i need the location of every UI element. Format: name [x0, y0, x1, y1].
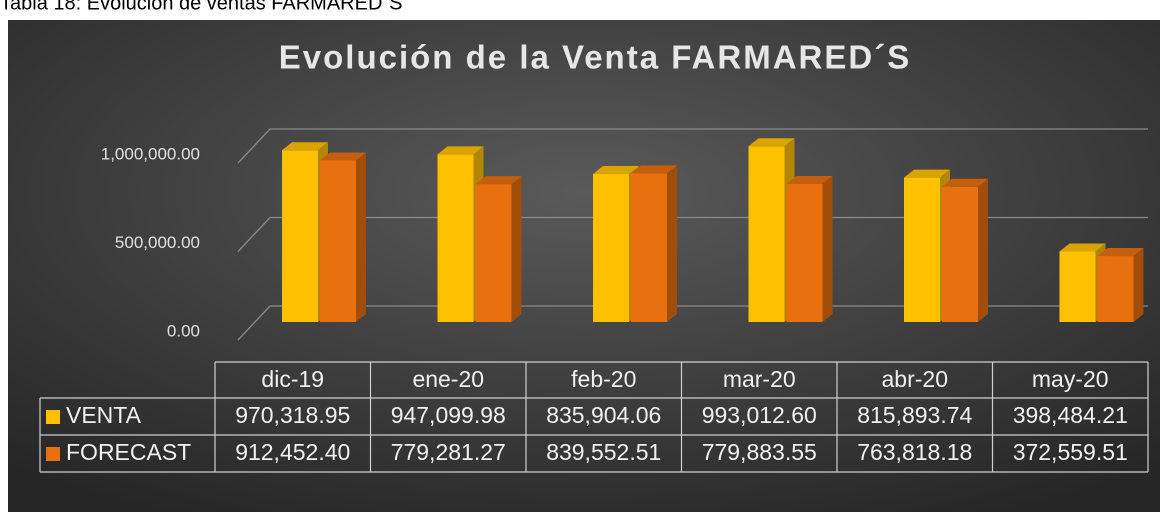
bar: [748, 146, 785, 322]
y-tick-label: 0.00: [167, 321, 200, 340]
bar: [904, 177, 940, 322]
bar-side: [978, 178, 988, 322]
x-tick-label: feb-20: [571, 366, 636, 392]
bar-top: [475, 176, 522, 185]
bar-top: [320, 152, 366, 161]
data-label: 912,452.40: [235, 439, 350, 465]
bar-top: [942, 178, 988, 187]
data-label: 947,099.98: [391, 402, 506, 428]
bar: [282, 150, 318, 322]
bar-top: [1097, 248, 1144, 257]
bar: [786, 183, 823, 322]
bar-top: [282, 142, 328, 151]
bar-top: [593, 166, 639, 175]
data-label: 839,552.51: [546, 439, 661, 465]
bar-side: [356, 152, 366, 322]
data-label: 779,281.27: [391, 439, 506, 465]
grid-line: [237, 216, 1148, 252]
bar-top: [748, 138, 795, 147]
bar: [593, 174, 629, 322]
bar-side: [1133, 248, 1144, 322]
bar: [1097, 256, 1134, 322]
data-label: 815,893.74: [857, 402, 972, 428]
y-tick-label: 1,000,000.00: [101, 144, 200, 163]
bar-top: [786, 175, 833, 184]
bar: [437, 154, 474, 322]
grid-line: [237, 305, 1148, 341]
bar-top: [437, 146, 484, 155]
bar-top: [1059, 243, 1106, 252]
y-tick-label: 500,000.00: [115, 233, 200, 252]
data-label: 993,012.60: [702, 402, 817, 428]
bar-top: [904, 169, 950, 178]
x-tick-label: ene-20: [412, 366, 484, 392]
legend-swatch: [46, 447, 60, 461]
legend-label: FORECAST: [66, 439, 191, 465]
data-label: 372,559.51: [1013, 439, 1128, 465]
bar: [320, 160, 356, 322]
x-tick-label: abr-20: [882, 366, 948, 392]
bar: [475, 184, 512, 322]
bar-side: [511, 176, 522, 322]
data-label: 835,904.06: [546, 402, 661, 428]
bar: [942, 186, 978, 322]
data-label: 763,818.18: [857, 439, 972, 465]
bar-side: [822, 175, 833, 322]
x-tick-label: may-20: [1032, 366, 1109, 392]
x-tick-label: mar-20: [723, 366, 796, 392]
data-label: 398,484.21: [1013, 402, 1128, 428]
data-label: 970,318.95: [235, 402, 350, 428]
chart-title: Evolución de la Venta FARMARED´S: [279, 39, 911, 76]
bar: [631, 173, 667, 322]
bar: [1059, 251, 1096, 322]
bar-top: [631, 165, 677, 174]
grid-line: [237, 128, 1148, 164]
x-tick-label: dic-19: [261, 366, 324, 392]
data-label: 779,883.55: [702, 439, 817, 465]
bar-side: [667, 165, 677, 322]
legend-label: VENTA: [66, 402, 142, 428]
caption: Tabla 18: Evolución de ventas FARMARED´S: [0, 0, 402, 14]
legend-swatch: [46, 410, 60, 424]
